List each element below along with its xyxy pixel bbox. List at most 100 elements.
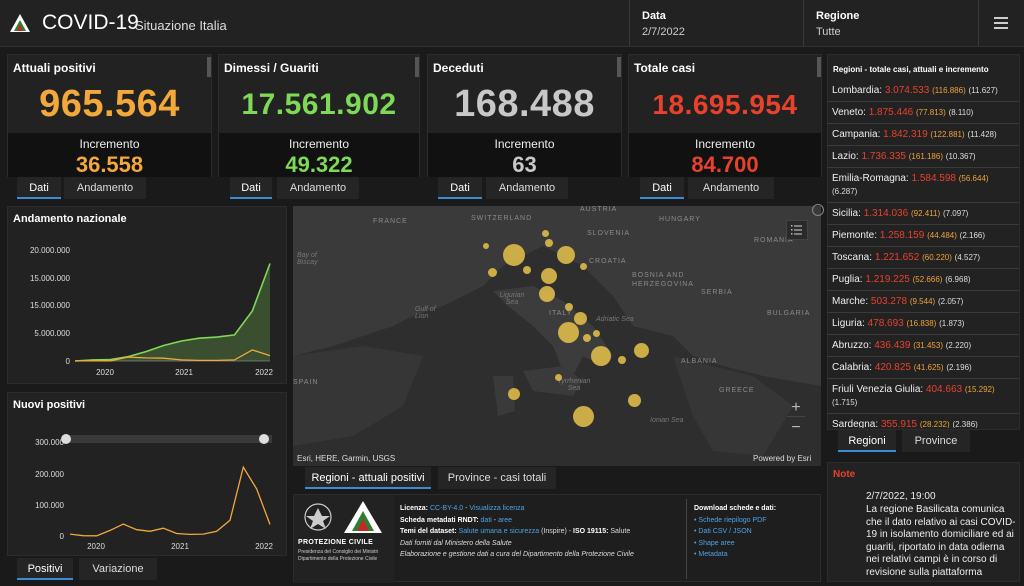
tab-regioni-attuali[interactable]: Regioni - attuali positivi [305,467,431,489]
scrollbar[interactable] [817,57,821,77]
date-selector[interactable]: Data 2/7/2022 [629,0,803,47]
map-bubble[interactable] [634,343,649,358]
map-bubble[interactable] [545,239,553,247]
region-total: 1.221.652 [874,252,920,263]
tab-andamento[interactable]: Andamento [688,177,774,199]
sea-label: Adriatic Sea [596,316,634,323]
region-row[interactable]: Abruzzo: 436.439 (31.453) (2.220) [827,335,1019,357]
region-row[interactable]: Sardegna: 355.915 (28.232) (2.386) [827,414,1019,428]
tab-positivi[interactable]: Positivi [17,558,73,580]
tab-dati[interactable]: Dati [438,177,482,199]
download-pdf-link[interactable]: • Schede riepilogo PDF [694,516,767,524]
region-name: Calabria: [832,362,873,373]
sea-label: Gulf of Lion [415,306,436,320]
region-increment: (161.186) [908,152,943,161]
region-row[interactable]: Toscana: 1.221.652 (60.220) (4.527) [827,247,1019,269]
map-bubble[interactable] [523,266,531,274]
region-row[interactable]: Liguria: 478.693 (16.838) (1.873) [827,313,1019,335]
download-shape-link[interactable]: • Shape aree [694,539,735,547]
list-icon[interactable] [786,220,808,240]
map-bubble[interactable] [503,244,525,266]
map-bubble[interactable] [555,374,562,381]
region-row[interactable]: Calabria: 420.825 (41.625) (2.196) [827,357,1019,379]
zoom-out-button[interactable]: − [791,419,801,436]
region-row[interactable]: Emilia-Romagna: 1.584.598 (56.644) (6.28… [827,168,1019,203]
download-metadata-link[interactable]: • Metadata [694,551,728,558]
range-slider-handle-start[interactable] [61,434,71,444]
y-tick-label: 15.000.000 [30,274,71,283]
date-value: 2/7/2022 [642,26,685,38]
tab-andamento[interactable]: Andamento [277,177,359,199]
region-increment: (116.886) [932,86,966,95]
note-title: Note [833,469,856,480]
map-bubble[interactable] [583,334,591,342]
scrollbar[interactable] [415,57,419,77]
region-row[interactable]: Puglia: 1.219.225 (52.666) (6.968) [827,269,1019,291]
region-row[interactable]: Lombardia: 3.074.533 (116.886) (11.627) [827,80,1019,102]
fullscreen-icon[interactable] [812,204,824,216]
tab-dati[interactable]: Dati [230,177,272,199]
view-license-link[interactable]: Visualizza licenza [469,505,525,512]
range-slider-handle-end[interactable] [259,434,269,444]
tab-andamento[interactable]: Andamento [486,177,568,199]
map-powered-by[interactable]: Powered by Esri [753,454,812,463]
map-bubble[interactable] [539,286,555,302]
elaboration-text: Elaborazione e gestione dati a cura del … [400,551,634,558]
increment-label: Incremento [694,137,756,151]
series-area-guariti [75,263,270,361]
x-tick-label: 2021 [171,542,189,551]
metadata-dati-link[interactable]: dati [480,516,492,524]
themes-label: Temi del dataset: [400,528,457,535]
range-slider-track[interactable] [68,435,272,443]
map-bubble[interactable] [508,388,520,400]
scrollbar[interactable] [207,57,211,77]
region-increment: (44.484) [927,231,957,240]
tab-dati[interactable]: Dati [640,177,684,199]
app-title: COVID-19 [42,11,139,34]
chart-national-svg: 20.000.000 15.000.000 15.000.000 5.000.0… [30,246,273,377]
map-bubble[interactable] [580,263,587,270]
metadata-aree-link[interactable]: aree [498,516,513,524]
map-bubble[interactable] [593,330,600,337]
map-view[interactable]: FRANCE SWITZERLAND AUSTRIA HUNGARY SLOVE… [293,206,821,466]
zoom-in-button[interactable]: + [787,399,805,417]
map-bubble[interactable] [542,230,549,237]
download-csv-link[interactable]: • Dati CSV / JSON [694,528,752,535]
region-selector[interactable]: Regione Tutte [803,0,978,47]
map-bubble[interactable] [573,406,594,427]
map-bubble[interactable] [488,268,497,277]
region-row[interactable]: Veneto: 1.875.446 (77.813) (8.110) [827,102,1019,124]
regions-list[interactable]: Lombardia: 3.074.533 (116.886) (11.627) V… [827,80,1019,428]
map-bubble[interactable] [565,303,573,311]
license-link[interactable]: CC-BY-4.0 [429,505,464,512]
map-bubble[interactable] [483,243,489,249]
kpi-totale-casi: Totale casi 18.695.954 Incremento 84.700 [628,54,822,177]
region-row[interactable]: Friuli Venezia Giulia: 404.663 (15.292) … [827,379,1019,414]
region-row[interactable]: Sicilia: 1.314.036 (92.411) (7.097) [827,203,1019,225]
tab-andamento[interactable]: Andamento [64,177,146,199]
map-bubble[interactable] [591,346,611,366]
map-bubble[interactable] [618,356,626,364]
region-row[interactable]: Piemonte: 1.258.159 (44.484) (2.166) [827,225,1019,247]
map-bubble[interactable] [574,312,587,325]
map-bubble[interactable] [541,268,557,284]
map-bubble[interactable] [557,246,575,264]
top-bar: COVID-19 Situazione Italia Data 2/7/2022… [0,0,1024,47]
region-row[interactable]: Lazio: 1.736.335 (161.186) (10.367) [827,146,1019,168]
region-total: 1.842.319 [883,129,928,140]
tab-variazione[interactable]: Variazione [79,558,157,580]
tab-province[interactable]: Province [902,430,970,452]
tab-dati[interactable]: Dati [17,177,61,199]
tab-regioni[interactable]: Regioni [838,430,896,452]
logo-subtext: Dipartimento della Protezione Civile [298,556,378,562]
map-bubble[interactable] [558,322,579,343]
region-row[interactable]: Marche: 503.278 (9.544) (2.057) [827,291,1019,313]
scrollbar[interactable] [617,57,621,77]
map-bubble[interactable] [628,394,641,407]
themes-link[interactable]: Salute umana e sicurezza [458,528,540,535]
menu-icon[interactable] [978,0,1024,47]
region-row[interactable]: Campania: 1.842.319 (122.881) (11.428) [827,124,1019,146]
map-label: SWITZERLAND [471,215,533,222]
tab-province-casi[interactable]: Province - casi totali [438,467,556,489]
region-increment: (52.666) [912,275,943,284]
